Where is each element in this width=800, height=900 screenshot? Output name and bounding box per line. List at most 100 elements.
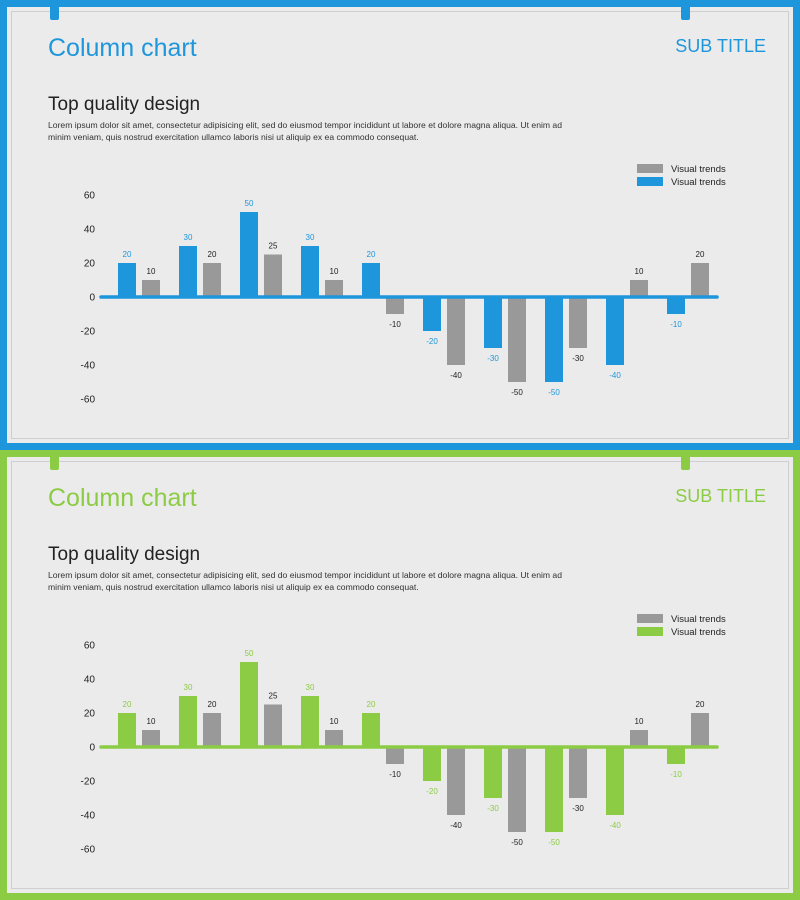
data-label: 50 [245, 649, 254, 658]
bar-series-color [362, 263, 380, 297]
bar-series-gray [691, 263, 709, 297]
bar-series-gray [203, 713, 221, 747]
data-label: 20 [367, 250, 376, 259]
bar-series-color [301, 246, 319, 297]
data-label: -10 [670, 320, 682, 329]
column-chart: 60 40 20 0 -20 -40 -60 20 10 30 20 50 25 30 10 20 -10 -20… [81, 614, 726, 856]
legend-swatch [637, 164, 663, 173]
bar-series-gray [386, 297, 404, 314]
y-tick-label: -20 [81, 327, 96, 338]
chart-description: Lorem ipsum dolor sit amet, consectetur … [48, 120, 562, 142]
bar-series-gray [630, 280, 648, 297]
bar-series-color [423, 747, 441, 781]
chart-heading: Top quality design [48, 94, 201, 115]
bar-series-color [118, 713, 136, 747]
data-label: 10 [635, 717, 644, 726]
data-label: 10 [635, 267, 644, 276]
bar-series-color [667, 297, 685, 314]
bar-series-color [484, 297, 502, 348]
y-tick-label: 40 [84, 225, 96, 236]
data-label: -50 [548, 388, 560, 397]
data-label: -20 [426, 337, 438, 346]
bar-series-color [484, 747, 502, 798]
data-label: 10 [147, 717, 156, 726]
data-label: 50 [245, 199, 254, 208]
bar-series-gray [508, 297, 526, 382]
data-label: 20 [208, 700, 217, 709]
chart-panel-blue: Column chart SUB TITLE Top quality desig… [0, 0, 800, 450]
data-label: 10 [330, 267, 339, 276]
bar-series-color [240, 662, 258, 747]
chart-heading: Top quality design [48, 544, 201, 565]
data-label: -10 [389, 320, 401, 329]
bar-series-gray [447, 297, 465, 365]
bar-series-color [545, 747, 563, 832]
data-label: 30 [184, 233, 193, 242]
bar-series-gray [325, 280, 343, 297]
panel-inner-border [11, 461, 789, 889]
bar-series-gray [142, 730, 160, 747]
data-label: 30 [306, 683, 315, 692]
y-tick-label: 20 [84, 709, 96, 720]
data-label: -20 [426, 787, 438, 796]
panel-subtitle: SUB TITLE [675, 486, 766, 506]
panel-tab-left [50, 457, 59, 470]
data-label: -40 [609, 821, 621, 830]
chart-description: Lorem ipsum dolor sit amet, consectetur … [48, 570, 562, 592]
bar-series-gray [447, 747, 465, 815]
data-label: 20 [208, 250, 217, 259]
y-tick-label: -60 [81, 395, 96, 406]
bar-series-gray [142, 280, 160, 297]
data-label: -10 [670, 770, 682, 779]
data-label: 20 [696, 700, 705, 709]
column-chart: 60 40 20 0 -20 -40 -60 20 10 30 20 50 25 30 10 20 -10 -20… [81, 164, 726, 406]
legend-label: Visual trends [671, 164, 726, 175]
data-label: -40 [609, 371, 621, 380]
bar-series-gray [386, 747, 404, 764]
bar-series-gray [264, 254, 282, 297]
data-label: 30 [184, 683, 193, 692]
bar-series-color [545, 297, 563, 382]
bar-series-gray [630, 730, 648, 747]
bar-series-gray [569, 747, 587, 798]
data-label: 20 [367, 700, 376, 709]
y-tick-label: 60 [84, 191, 96, 202]
data-label: -30 [487, 354, 499, 363]
bar-series-color [667, 747, 685, 764]
legend-swatch [637, 614, 663, 623]
data-label: -40 [450, 371, 462, 380]
data-label: -10 [389, 770, 401, 779]
y-tick-label: 60 [84, 641, 96, 652]
y-tick-label: -20 [81, 777, 96, 788]
data-label: 25 [269, 242, 278, 251]
bar-series-color [606, 297, 624, 365]
bar-series-color [179, 696, 197, 747]
legend-label: Visual trends [671, 627, 726, 638]
bar-series-color [606, 747, 624, 815]
panel-title: Column chart [48, 34, 197, 62]
data-label: -30 [487, 804, 499, 813]
y-tick-label: 40 [84, 675, 96, 686]
y-tick-label: -40 [81, 361, 96, 372]
bar-series-color [118, 263, 136, 297]
bar-series-gray [203, 263, 221, 297]
data-label: -40 [450, 821, 462, 830]
data-label: 25 [269, 692, 278, 701]
data-label: -50 [511, 838, 523, 847]
data-label: -30 [572, 354, 584, 363]
y-tick-label: 0 [89, 293, 95, 304]
legend-swatch [637, 627, 663, 636]
legend-swatch [637, 177, 663, 186]
panel-tab-right [681, 457, 690, 470]
bar-series-gray [691, 713, 709, 747]
panel-subtitle: SUB TITLE [675, 36, 766, 56]
data-label: 20 [123, 250, 132, 259]
bar-series-gray [325, 730, 343, 747]
y-tick-label: 0 [89, 743, 95, 754]
chart-panel-green: Column chart SUB TITLE Top quality desig… [0, 450, 800, 900]
data-label: -30 [572, 804, 584, 813]
data-label: 10 [330, 717, 339, 726]
bar-series-color [240, 212, 258, 297]
panel-tab-right [681, 7, 690, 20]
panel-title: Column chart [48, 484, 197, 512]
